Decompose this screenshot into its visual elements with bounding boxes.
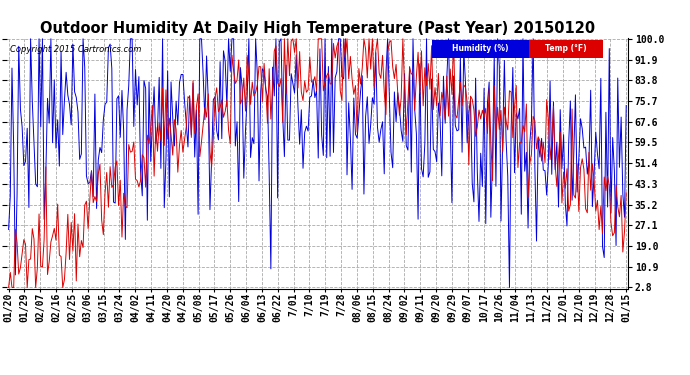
Bar: [529, 40, 603, 58]
Bar: [432, 40, 529, 58]
Text: Copyright 2015 Cartronics.com: Copyright 2015 Cartronics.com: [10, 45, 141, 54]
Text: Humidity (%): Humidity (%): [452, 44, 509, 53]
Text: Temp (°F): Temp (°F): [545, 44, 586, 53]
Title: Outdoor Humidity At Daily High Temperature (Past Year) 20150120: Outdoor Humidity At Daily High Temperatu…: [40, 21, 595, 36]
